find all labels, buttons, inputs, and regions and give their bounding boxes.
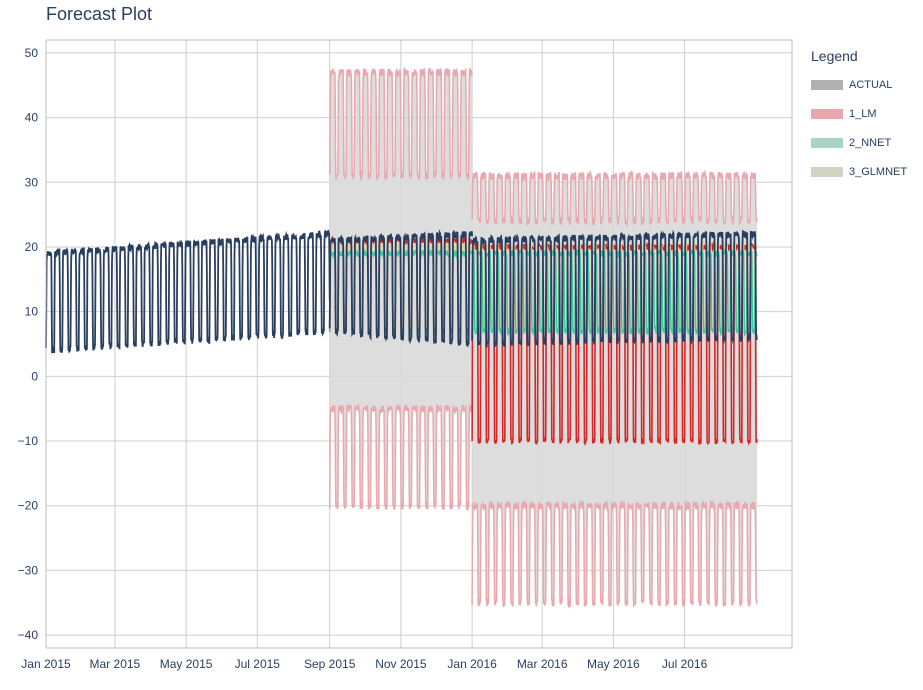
series-layer <box>45 229 758 447</box>
x-tick-label: May 2015 <box>160 657 213 671</box>
x-tick-label: Mar 2016 <box>517 657 568 671</box>
actual-line <box>328 229 473 347</box>
legend-swatch <box>811 79 843 90</box>
legend-swatch <box>811 137 843 148</box>
y-tick-label: 40 <box>25 111 39 125</box>
legend-item-3-glmnet[interactable]: 3_GLMNET <box>811 157 907 186</box>
lm-upper-bound-line <box>471 169 758 228</box>
axis-layer: 50 40 30 20 10 0 −10 −20 −30 −40 Jan 2015 Mar 2015 M… <box>18 39 793 671</box>
y-tick-label: 20 <box>25 240 39 254</box>
legend-swatch <box>811 166 843 177</box>
y-tick-label: −20 <box>18 499 39 513</box>
y-tick-label: 30 <box>25 175 39 189</box>
y-tick-label: 10 <box>25 305 39 319</box>
legend-label: 2_NNET <box>849 136 892 149</box>
lm-lower-bound-line <box>471 499 758 609</box>
legend-swatch <box>811 108 843 119</box>
y-tick-label: −40 <box>18 628 39 642</box>
lm-lower-bound-line <box>328 403 473 512</box>
legend: Legend ACTUAL 1_LM 2_NNET 3_GLMNET <box>811 48 907 186</box>
legend-items: ACTUAL 1_LM 2_NNET 3_GLMNET <box>811 70 907 186</box>
y-tick-label: −30 <box>18 563 39 577</box>
legend-label: ACTUAL <box>849 78 893 91</box>
legend-item-2-nnet[interactable]: 2_NNET <box>811 128 907 157</box>
chart-title: Forecast Plot <box>46 4 153 24</box>
legend-label: 3_GLMNET <box>849 165 908 178</box>
x-tick-label: May 2016 <box>587 657 640 671</box>
y-tick-label: −10 <box>18 434 39 448</box>
legend-item-1-lm[interactable]: 1_LM <box>811 99 907 128</box>
legend-label: 1_LM <box>849 107 877 120</box>
x-tick-label: Nov 2015 <box>375 657 427 671</box>
x-tick-label: Jan 2016 <box>447 657 497 671</box>
x-tick-label: Jul 2016 <box>662 657 708 671</box>
legend-title: Legend <box>811 48 858 64</box>
x-tick-label: Sep 2015 <box>304 657 356 671</box>
plot-frame <box>45 39 793 649</box>
x-tick-label: Mar 2015 <box>90 657 141 671</box>
y-tick-label: 50 <box>25 46 39 60</box>
legend-item-actual[interactable]: ACTUAL <box>811 70 907 99</box>
actual-line <box>471 229 758 349</box>
lm-upper-bound-line <box>328 66 473 182</box>
x-tick-label: Jul 2015 <box>235 657 281 671</box>
x-tick-label: Jan 2015 <box>21 657 71 671</box>
actual-line <box>45 229 331 354</box>
y-tick-label: 0 <box>31 369 38 383</box>
